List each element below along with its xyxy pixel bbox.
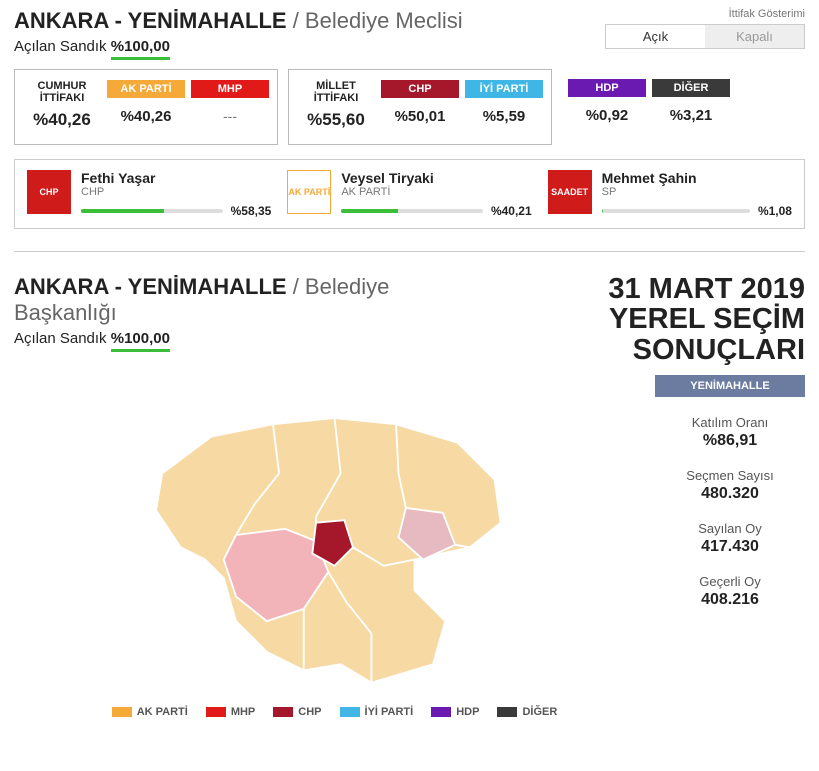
candidate-name: Fethi Yaşar [81, 170, 271, 186]
legend-item: HDP [431, 706, 479, 718]
candidate-pct: %58,35 [231, 204, 272, 218]
legend-item: AK PARTİ [112, 706, 188, 718]
section2-header: ANKARA - YENİMAHALLE / Belediye Başkanlı… [14, 274, 805, 365]
party-logo: SAADET [548, 170, 592, 214]
district-map[interactable]: AK PARTİMHPCHPİYİ PARTİHDPDİĞER [14, 375, 655, 695]
candidate: SAADET Mehmet Şahin SP %1,08 [548, 170, 792, 218]
section-type: Belediye Meclisi [305, 8, 463, 33]
party-tag: DİĞER [652, 79, 730, 97]
party-tag: CHP [381, 80, 459, 98]
candidate-party: SP [602, 186, 792, 198]
opened-pct2: %100,00 [111, 330, 170, 352]
alliance-row: CUMHURİTTİFAKI%40,26AK PARTİ%40,26MHP---… [14, 69, 805, 145]
candidate: AK PARTİ Veysel Tiryaki AK PARTİ %40,21 [287, 170, 531, 218]
party-tag: MHP [191, 80, 269, 98]
opened-label2: Açılan Sandık [14, 330, 107, 347]
legend-item: MHP [206, 706, 255, 718]
candidate-party: CHP [81, 186, 271, 198]
alliance-toggle: Açık Kapalı [605, 24, 805, 49]
party-tag: AK PARTİ [107, 80, 185, 98]
party-logo: AK PARTİ [287, 170, 331, 214]
candidate-pct: %1,08 [758, 204, 792, 218]
map-legend: AK PARTİ MHP CHP İYİ PARTİ HDP DİĞER [14, 706, 655, 718]
section1-header: ANKARA - YENİMAHALLE / Belediye Meclisi … [14, 8, 805, 55]
legend-item: DİĞER [497, 706, 557, 718]
party-tag: İYİ PARTİ [465, 80, 543, 98]
legend-item: CHP [273, 706, 321, 718]
location2: ANKARA - YENİMAHALLE [14, 274, 287, 299]
opened-label: Açılan Sandık [14, 38, 107, 55]
vote-bar [602, 209, 750, 213]
stat-item: Seçmen Sayısı480.320 [655, 468, 805, 503]
candidates-box: CHP Fethi Yaşar CHP %58,35 AK PARTİ Veys… [14, 159, 805, 229]
party-tag: HDP [568, 79, 646, 97]
vote-bar [341, 209, 483, 213]
party-logo: CHP [27, 170, 71, 214]
divider [14, 251, 805, 252]
sidebar-header: YENİMAHALLE [655, 375, 805, 397]
stat-item: Katılım Oranı%86,91 [655, 415, 805, 450]
vote-bar [81, 209, 223, 213]
stat-item: Sayılan Oy417.430 [655, 521, 805, 556]
opened-pct: %100,00 [111, 38, 170, 60]
stat-item: Geçerli Oy408.216 [655, 574, 805, 609]
legend-item: İYİ PARTİ [340, 706, 414, 718]
page-big-title: 31 MART 2019 YEREL SEÇİM SONUÇLARI [459, 274, 805, 365]
candidate-pct: %40,21 [491, 204, 532, 218]
candidate-name: Veysel Tiryaki [341, 170, 531, 186]
candidate: CHP Fethi Yaşar CHP %58,35 [27, 170, 271, 218]
candidate-party: AK PARTİ [341, 186, 531, 198]
location: ANKARA - YENİMAHALLE [14, 8, 287, 33]
stats-sidebar: YENİMAHALLE Katılım Oranı%86,91 Seçmen Sa… [655, 375, 805, 695]
toggle-label: İttifak Gösterimi [605, 8, 805, 20]
toggle-off[interactable]: Kapalı [705, 25, 804, 48]
toggle-on[interactable]: Açık [606, 25, 705, 48]
candidate-name: Mehmet Şahin [602, 170, 792, 186]
